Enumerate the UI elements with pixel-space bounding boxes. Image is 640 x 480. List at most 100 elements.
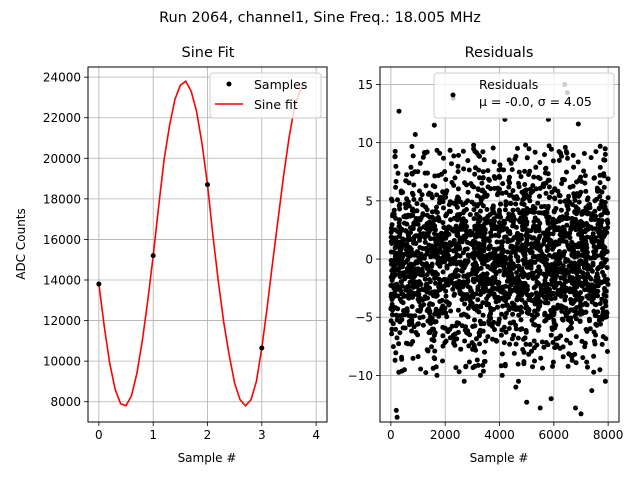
residual-point — [528, 241, 534, 247]
residual-point — [404, 306, 410, 312]
residual-point — [481, 244, 487, 250]
residual-point — [602, 151, 608, 157]
residual-point — [531, 345, 537, 351]
y-tick-label: 10000 — [43, 355, 81, 369]
residual-point — [430, 271, 436, 277]
residual-point — [480, 362, 486, 368]
sine-fit-legend: Samples Sine fit — [209, 72, 322, 119]
legend-samples-label: Samples — [254, 77, 307, 92]
residual-point — [597, 194, 603, 199]
residual-point — [477, 292, 483, 298]
residual-point — [506, 215, 512, 221]
residual-point — [440, 220, 446, 226]
residual-point — [576, 294, 582, 300]
residual-point — [394, 335, 400, 341]
residual-point — [555, 266, 561, 272]
residual-point — [484, 288, 490, 294]
residual-point — [495, 321, 501, 327]
residual-point — [429, 209, 435, 215]
residual-point — [461, 378, 467, 384]
residual-point — [480, 312, 486, 318]
residual-point — [446, 202, 452, 208]
residual-point — [544, 271, 550, 277]
residual-point — [423, 225, 429, 231]
residual-point — [530, 270, 536, 276]
residual-point — [390, 307, 395, 313]
residual-point — [591, 308, 597, 314]
residual-point — [485, 213, 491, 219]
residual-point — [515, 145, 520, 151]
residual-point — [433, 306, 439, 312]
residual-point — [603, 210, 608, 215]
residual-point — [476, 309, 482, 315]
residual-point — [417, 237, 423, 243]
residual-point — [501, 340, 507, 346]
residual-point — [432, 348, 438, 354]
residual-point — [410, 192, 416, 198]
y-tick-label: −10 — [348, 369, 373, 383]
residual-point — [507, 200, 513, 206]
residual-point — [538, 299, 543, 305]
residual-point — [591, 353, 597, 359]
residual-point — [589, 239, 595, 245]
residual-point — [491, 210, 497, 216]
residual-point — [548, 332, 554, 338]
sine-fit-plot-area — [96, 80, 306, 408]
residual-point — [495, 304, 500, 310]
residual-point — [573, 334, 579, 340]
residual-point — [597, 143, 603, 149]
residual-point — [490, 145, 496, 151]
residual-point — [478, 265, 484, 271]
residual-point — [541, 181, 546, 187]
residual-point — [534, 299, 540, 305]
residual-point — [560, 354, 566, 360]
residual-point — [519, 288, 525, 294]
residual-point — [578, 178, 584, 184]
residual-point — [584, 328, 590, 334]
residual-point — [579, 234, 585, 240]
sample-point — [205, 182, 210, 188]
residual-point — [435, 173, 441, 179]
residual-point — [471, 216, 477, 222]
residual-point — [393, 350, 399, 356]
residual-point — [564, 216, 570, 222]
residual-point — [567, 286, 573, 292]
residual-point — [550, 340, 556, 345]
residual-point — [413, 217, 419, 223]
residual-point — [490, 275, 496, 281]
residual-point — [554, 273, 560, 279]
residual-point — [519, 297, 525, 303]
residual-point — [543, 166, 548, 172]
residual-point — [393, 250, 399, 256]
residual-point — [599, 212, 605, 218]
residual-point — [427, 301, 433, 307]
residual-point — [545, 227, 550, 233]
residual-point — [584, 234, 590, 240]
residual-point — [397, 319, 403, 325]
residual-point — [507, 174, 512, 180]
residual-point — [522, 335, 528, 341]
residual-point — [464, 246, 470, 252]
sample-point — [150, 253, 156, 259]
residual-point — [499, 250, 505, 256]
residual-point — [423, 204, 429, 210]
residual-point — [564, 337, 570, 343]
residual-point — [584, 293, 590, 299]
residual-point — [422, 235, 428, 241]
x-tick-label: 4 — [312, 428, 320, 442]
residual-point — [503, 329, 509, 335]
residual-point — [526, 247, 532, 253]
residual-point — [499, 372, 505, 378]
residual-point — [588, 287, 594, 293]
residual-point — [598, 224, 604, 230]
residual-point — [516, 263, 522, 269]
residual-point — [443, 338, 449, 344]
residual-point — [538, 288, 544, 294]
residual-point — [471, 292, 477, 297]
residual-point — [486, 246, 492, 252]
residual-point — [456, 240, 462, 246]
residual-point — [591, 329, 597, 335]
residual-point — [455, 260, 461, 265]
residual-point — [422, 276, 428, 282]
y-tick-label: 22000 — [43, 111, 81, 125]
